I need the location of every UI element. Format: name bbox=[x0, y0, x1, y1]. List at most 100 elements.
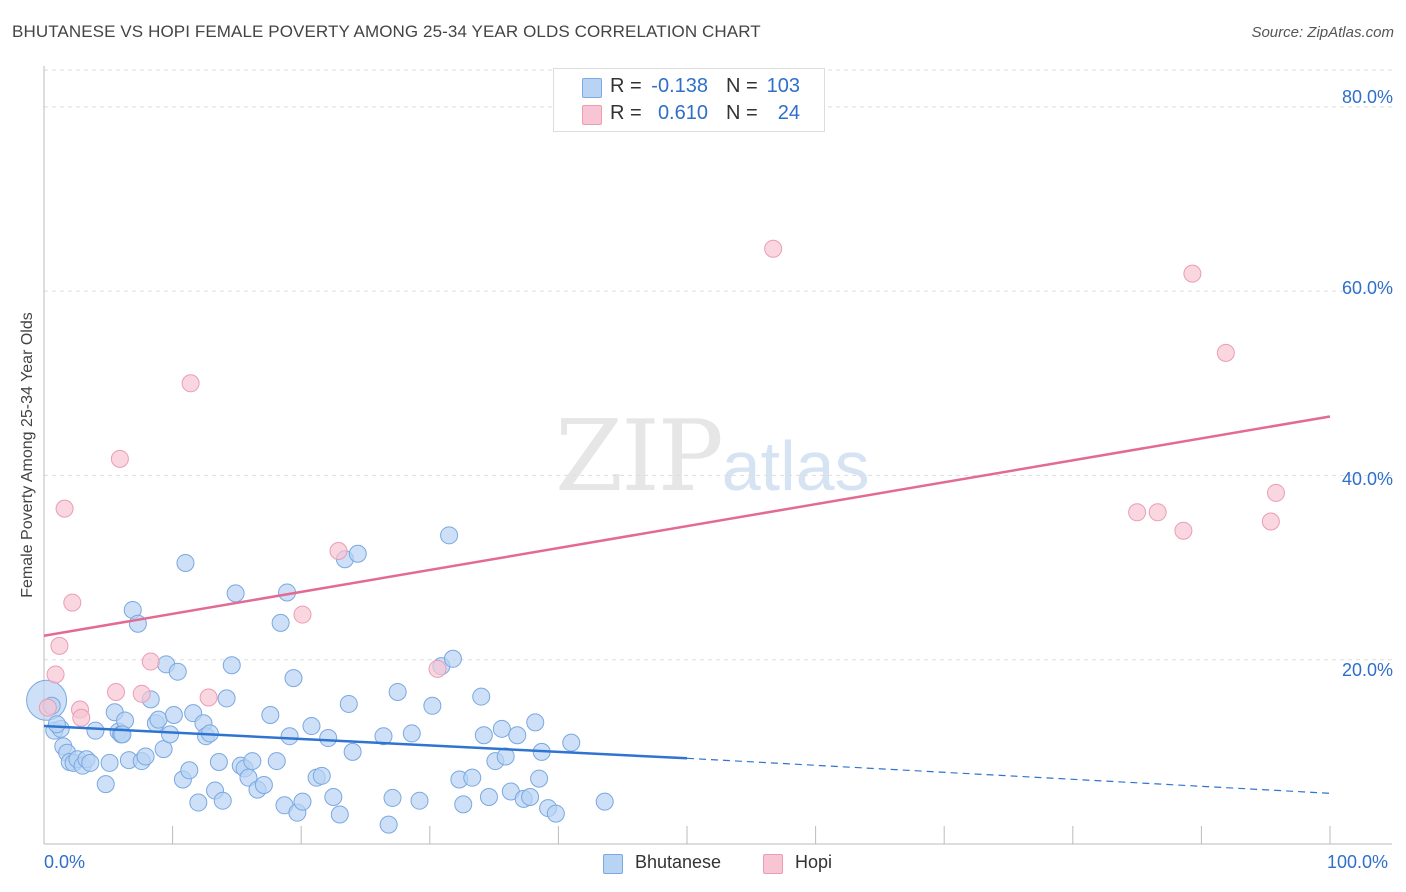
hopi-point bbox=[72, 708, 91, 727]
bhutanese-point bbox=[293, 792, 312, 811]
hopi-point bbox=[50, 636, 69, 655]
hopi-swatch bbox=[582, 105, 602, 125]
bhutanese-point bbox=[149, 710, 168, 729]
bhutanese-point bbox=[176, 553, 195, 572]
legend-n-value: 24 bbox=[777, 102, 800, 124]
hopi-point bbox=[46, 665, 65, 684]
legend-n-label: N = bbox=[726, 102, 758, 124]
x-tick-label-0: 0.0% bbox=[44, 852, 86, 872]
bhutanese-point bbox=[226, 584, 245, 603]
bhutanese-point bbox=[189, 793, 208, 812]
y-axis-label: Female Poverty Among 25-34 Year Olds bbox=[19, 312, 36, 598]
chart-source: Source: ZipAtlas.com bbox=[1251, 24, 1394, 41]
chart-title: BHUTANESE VS HOPI FEMALE POVERTY AMONG 2… bbox=[12, 22, 761, 41]
bhutanese-point bbox=[324, 788, 343, 807]
bhutanese-point bbox=[546, 804, 565, 823]
legend-row-bhutanese: R = -0.138 N = 103 bbox=[554, 75, 824, 101]
legend-n-label: N = bbox=[726, 75, 758, 97]
hopi-point bbox=[1216, 343, 1235, 362]
legend-r-value: -0.138 bbox=[651, 75, 708, 97]
bhutanese-point bbox=[530, 769, 549, 788]
bhutanese-point bbox=[164, 706, 183, 724]
bhutanese-point bbox=[463, 768, 482, 787]
bhutanese-point bbox=[521, 788, 540, 807]
bhutanese-swatch bbox=[582, 78, 602, 98]
bhutanese-point bbox=[271, 613, 290, 632]
y-tick-label-60: 60.0% bbox=[1341, 278, 1393, 298]
bhutanese-point bbox=[474, 726, 493, 745]
bhutanese-point bbox=[383, 788, 402, 807]
bhutanese-point bbox=[379, 815, 398, 834]
x-tick-label-100: 100.0% bbox=[1327, 852, 1389, 872]
hopi-point bbox=[38, 698, 57, 717]
bhutanese-point bbox=[254, 776, 273, 795]
y-tick-label-80: 80.0% bbox=[1341, 87, 1393, 107]
y-tick-label-20: 20.0% bbox=[1341, 660, 1393, 680]
bhutanese-point bbox=[472, 687, 491, 706]
bhutanese-point bbox=[440, 526, 459, 545]
legend-r-label: R = bbox=[610, 75, 642, 97]
bhutanese-point bbox=[330, 805, 349, 824]
bhutanese-point bbox=[595, 792, 614, 811]
hopi-point bbox=[199, 688, 218, 707]
bhutanese-point bbox=[136, 747, 155, 766]
bhutanese-point bbox=[168, 662, 187, 681]
hopi-point bbox=[181, 374, 200, 393]
bhutanese-point bbox=[339, 694, 358, 713]
bhutanese-point bbox=[312, 766, 331, 785]
hopi-point bbox=[293, 605, 312, 624]
watermark: ZIPatlas bbox=[555, 400, 870, 514]
hopi-legend-swatch bbox=[763, 854, 783, 874]
hopi-point bbox=[107, 682, 126, 701]
bhutanese-point bbox=[454, 795, 473, 814]
bhutanese-point bbox=[479, 788, 498, 807]
bhutanese-point bbox=[81, 753, 100, 772]
bhutanese-point bbox=[213, 791, 232, 810]
hopi-point bbox=[141, 652, 160, 671]
watermark-atlas: atlas bbox=[721, 427, 870, 505]
bhutanese-point bbox=[402, 724, 421, 743]
hopi-trend-line bbox=[43, 415, 1331, 637]
bhutanese-point bbox=[388, 682, 407, 701]
bhutanese-point bbox=[562, 733, 581, 752]
hopi-point bbox=[1183, 264, 1202, 283]
bhutanese-point bbox=[302, 717, 321, 736]
bhutanese-point bbox=[261, 706, 280, 724]
hopi-point bbox=[55, 499, 74, 518]
hopi-point bbox=[132, 684, 151, 703]
hopi-point bbox=[329, 541, 348, 560]
bhutanese-trend-extension bbox=[686, 757, 1331, 794]
bhutanese-point bbox=[374, 727, 393, 746]
legend-label-bhutanese: Bhutanese bbox=[635, 852, 722, 872]
bhutanese-point bbox=[284, 669, 303, 688]
y-tick-label-40: 40.0% bbox=[1341, 469, 1393, 489]
bhutanese-point bbox=[267, 752, 286, 771]
bhutanese-point bbox=[280, 727, 299, 746]
bhutanese-point bbox=[492, 719, 511, 738]
hopi-point bbox=[1148, 503, 1167, 522]
bhutanese-trend-line bbox=[43, 724, 688, 760]
hopi-point bbox=[1174, 521, 1193, 540]
bhutanese-point bbox=[508, 726, 527, 745]
legend-r-value: 0.610 bbox=[657, 102, 708, 124]
bhutanese-point bbox=[423, 696, 442, 715]
hopi-point bbox=[110, 449, 129, 468]
bhutanese-point bbox=[217, 689, 236, 708]
bhutanese-point bbox=[161, 725, 180, 744]
hopi-point bbox=[1261, 512, 1280, 531]
bhutanese-point bbox=[343, 742, 362, 761]
hopi-point bbox=[1128, 503, 1147, 522]
bhutanese-point bbox=[96, 775, 115, 794]
bhutanese-point bbox=[348, 544, 367, 563]
watermark-zip: ZIP bbox=[555, 400, 724, 514]
bhutanese-point bbox=[180, 761, 199, 780]
bhutanese-legend-swatch bbox=[603, 854, 623, 874]
bhutanese-point bbox=[113, 725, 132, 744]
bhutanese-point bbox=[47, 715, 66, 734]
hopi-point bbox=[1266, 483, 1285, 502]
legend-r-label: R = bbox=[610, 102, 642, 124]
bhutanese-point bbox=[410, 791, 429, 810]
hopi-point bbox=[764, 239, 783, 258]
legend-n-value: 103 bbox=[766, 75, 800, 97]
